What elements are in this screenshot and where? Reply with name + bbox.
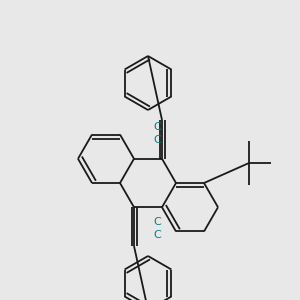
Text: C: C xyxy=(153,135,161,145)
Text: C: C xyxy=(153,122,161,132)
Text: C: C xyxy=(153,230,161,240)
Text: C: C xyxy=(153,217,161,227)
